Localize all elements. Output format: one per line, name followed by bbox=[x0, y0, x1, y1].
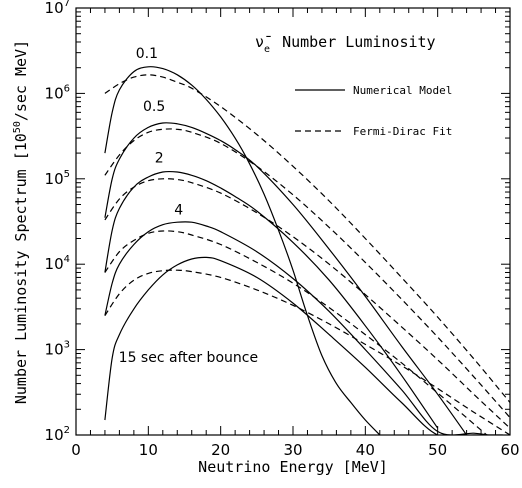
legend-label-fit: Fermi-Dirac Fit bbox=[353, 125, 452, 138]
fit-curve-15 bbox=[104, 269, 510, 435]
fit-curve-4 bbox=[104, 230, 488, 435]
x-tick-label: 10 bbox=[139, 441, 158, 459]
x-tick-label: 60 bbox=[500, 441, 519, 459]
curve-label: 0.1 bbox=[136, 46, 158, 62]
fit-curve-2 bbox=[104, 178, 510, 429]
chart-title-text: Number Luminosity bbox=[282, 33, 436, 51]
x-tick-labels: 0 10 20 30 40 50 60 bbox=[71, 441, 519, 459]
x-tick-label: 30 bbox=[283, 441, 302, 459]
y-axis-title: Number Luminosity Spectrum [1050/sec MeV… bbox=[12, 40, 30, 404]
y-tick-label: 107 bbox=[45, 0, 70, 17]
curve-label: 0.5 bbox=[143, 99, 165, 115]
model-curve-15 bbox=[104, 256, 503, 435]
model-curve-2 bbox=[104, 170, 439, 429]
model-curve-0-1 bbox=[104, 66, 381, 435]
legend-label-model: Numerical Model bbox=[353, 84, 452, 97]
model-curve-0-5 bbox=[104, 122, 468, 435]
x-tick-label: 50 bbox=[428, 441, 447, 459]
legend: Numerical Model Fermi-Dirac Fit bbox=[295, 84, 452, 138]
curve-label: 2 bbox=[155, 151, 164, 167]
y-tick-label: 103 bbox=[45, 340, 70, 359]
y-axis-title-sup: 50 bbox=[12, 121, 23, 133]
axis-ticks bbox=[75, 7, 511, 436]
chart-title-subscript: e bbox=[264, 44, 270, 55]
y-axis-title-suffix: /sec MeV] bbox=[12, 40, 30, 121]
fit-curve-0-1 bbox=[104, 74, 510, 403]
y-tick-label: 104 bbox=[45, 254, 70, 273]
x-tick-label: 20 bbox=[211, 441, 230, 459]
model-curve-4 bbox=[104, 221, 489, 435]
x-tick-label: 40 bbox=[356, 441, 375, 459]
chart-title: ν̄e Number Luminosity bbox=[255, 33, 436, 55]
curve-lines bbox=[104, 66, 510, 435]
curve-labels: 0.1 0.5 2 4 15 sec after bounce bbox=[119, 46, 258, 366]
curve-label: 4 bbox=[174, 203, 183, 219]
x-tick-label: 0 bbox=[71, 441, 81, 459]
x-axis-title: Neutrino Energy [MeV] bbox=[198, 458, 388, 476]
y-tick-label: 102 bbox=[45, 425, 70, 444]
y-tick-label: 106 bbox=[45, 83, 70, 102]
y-tick-label: 105 bbox=[45, 169, 70, 188]
curve-label: 15 sec after bounce bbox=[119, 350, 258, 366]
fit-curve-0-5 bbox=[104, 128, 510, 418]
y-axis-title-prefix: Number Luminosity Spectrum [10 bbox=[12, 133, 30, 404]
y-tick-labels: 102 103 104 105 106 107 bbox=[45, 0, 70, 444]
plot-frame bbox=[75, 7, 511, 436]
